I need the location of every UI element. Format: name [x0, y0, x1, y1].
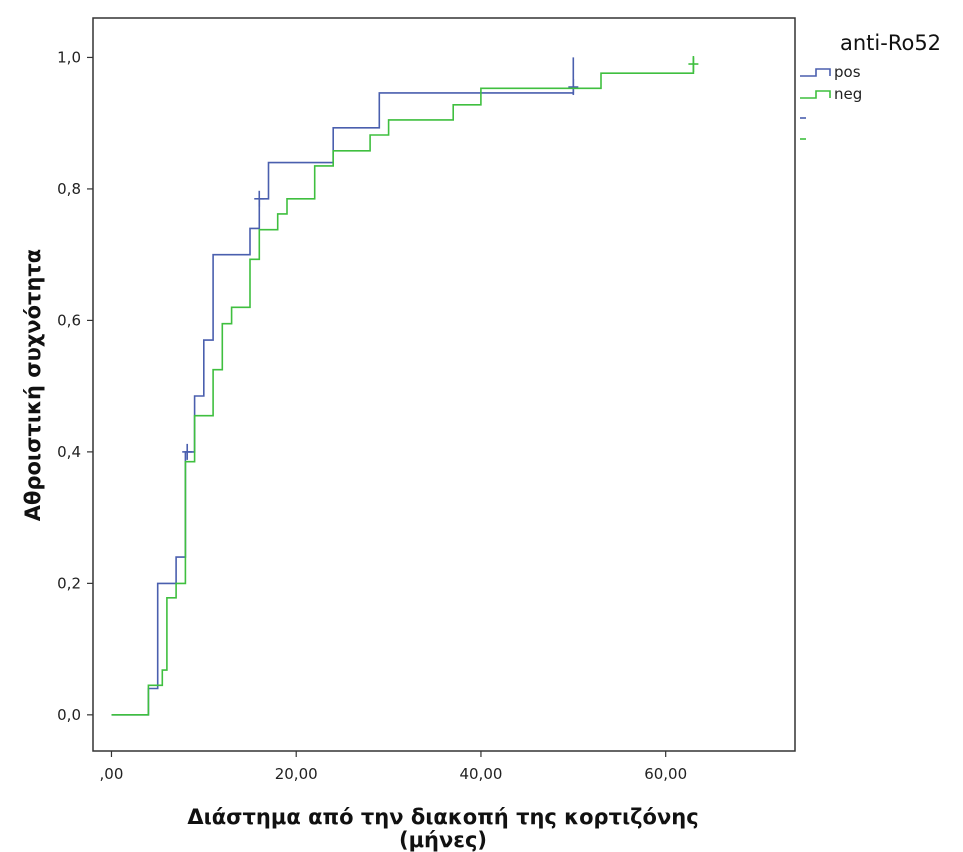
- y-tick-label: 0,2: [57, 574, 81, 592]
- censor-mark-pos: [182, 443, 193, 460]
- x-tick-label: 40,00: [459, 765, 502, 783]
- y-tick-label: 0,8: [57, 180, 81, 198]
- y-tick-label: 0,0: [57, 706, 81, 724]
- series-line-pos: [111, 57, 575, 716]
- y-tick-label: 1,0: [57, 48, 81, 66]
- y-axis: 0,0 0,2 0,4 0,6 0,8 1,0: [57, 48, 93, 724]
- y-axis-title: Αθροιστική συχνότητα: [21, 249, 45, 521]
- plot-frame: [92, 17, 796, 752]
- legend-swatch-neg: [800, 90, 831, 99]
- series-layer: [111, 56, 699, 716]
- x-axis-title-line2: (μήνες): [399, 828, 487, 852]
- censor-mark-pos: [568, 79, 579, 96]
- x-axis: ,00 20,00 40,00 60,00: [100, 751, 687, 783]
- censor-mark-pos: [254, 190, 265, 207]
- x-tick-label: 60,00: [644, 765, 687, 783]
- series-line-neg: [111, 57, 695, 716]
- x-axis-title-line1: Διάστημα από την διακοπή της κορτιζόνης: [187, 805, 698, 829]
- legend-entry-neg: neg: [800, 85, 862, 103]
- legend-label-neg: neg: [834, 85, 862, 103]
- legend-entry-pos: pos: [800, 63, 861, 81]
- censor-mark-neg: [688, 56, 699, 73]
- y-tick-label: 0,6: [57, 311, 81, 329]
- x-tick-label: 20,00: [275, 765, 318, 783]
- y-tick-label: 0,4: [57, 443, 81, 461]
- legend-swatch-pos: [800, 68, 831, 77]
- legend-title: anti-Ro52: [840, 31, 941, 55]
- legend-label-pos: pos: [834, 63, 861, 81]
- legend: pos neg: [800, 63, 862, 140]
- x-tick-label: ,00: [100, 765, 124, 783]
